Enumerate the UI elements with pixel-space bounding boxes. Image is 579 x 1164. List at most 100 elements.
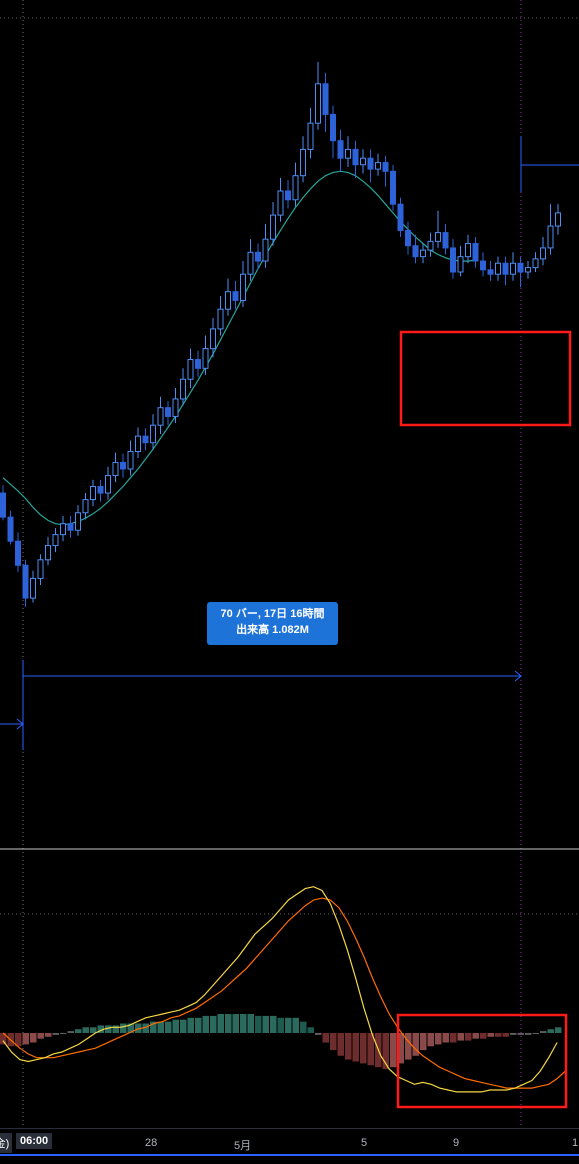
candle-body xyxy=(113,462,118,475)
candle-body xyxy=(128,451,133,469)
candle-body xyxy=(361,158,366,165)
macd-histogram-bar xyxy=(323,1033,330,1043)
macd-histogram-bar xyxy=(533,1033,540,1034)
candle-body xyxy=(91,486,96,499)
candle-body xyxy=(511,263,516,274)
candle-body xyxy=(526,268,531,272)
price-highlight-box[interactable] xyxy=(401,332,570,425)
candle-body xyxy=(76,513,81,531)
candle-body xyxy=(308,123,313,149)
candle-body xyxy=(286,191,291,200)
time-axis-tick: 5 xyxy=(361,1137,367,1149)
candle-body xyxy=(548,226,553,248)
candle-body xyxy=(166,408,171,417)
moving-average-layer xyxy=(3,171,476,525)
macd-line xyxy=(3,887,557,1092)
candle-body xyxy=(473,244,478,262)
candle-body xyxy=(196,360,201,369)
macd-histogram-bar xyxy=(210,1016,217,1033)
candle-body xyxy=(218,309,223,329)
macd-histogram-bar xyxy=(420,1033,427,1050)
candle-body xyxy=(263,239,268,261)
macd-histogram-bar xyxy=(285,1018,292,1033)
candle-body xyxy=(556,213,561,226)
candle-body xyxy=(481,261,486,270)
macd-histogram-bar xyxy=(503,1033,510,1037)
macd-histogram-bar xyxy=(38,1033,45,1039)
macd-histogram-bar xyxy=(353,1033,360,1062)
time-axis-tick: 1 xyxy=(572,1137,578,1149)
macd-histogram-bar xyxy=(270,1016,277,1033)
macd-histogram-bar xyxy=(113,1025,120,1033)
candle-body xyxy=(211,329,216,349)
macd-histogram-bar xyxy=(60,1033,67,1034)
macd-histogram-bar xyxy=(225,1014,232,1033)
macd-histogram-bar xyxy=(173,1020,180,1033)
macd-histogram-bar xyxy=(45,1033,52,1037)
macd-histogram-bar xyxy=(465,1033,472,1041)
macd-histogram-bar xyxy=(255,1016,262,1033)
candle-body xyxy=(466,244,471,257)
macd-histogram-bar xyxy=(30,1033,37,1043)
candle-body xyxy=(316,84,321,123)
macd-histogram-bar xyxy=(495,1033,502,1037)
moving-average-line xyxy=(3,171,476,525)
candle-body xyxy=(278,191,283,215)
macd-histogram-bar xyxy=(443,1033,450,1043)
candle-body xyxy=(158,408,163,426)
candle-body xyxy=(136,436,141,451)
macd-histogram-bar xyxy=(458,1033,465,1041)
candle-body xyxy=(323,84,328,115)
candle-body xyxy=(353,149,358,164)
candle-body xyxy=(241,274,246,300)
candle-body xyxy=(331,114,336,140)
macd-histogram-bar xyxy=(308,1027,315,1033)
macd-histogram-bar xyxy=(315,1033,322,1035)
macd-histogram-bar xyxy=(195,1018,202,1033)
candle-body xyxy=(203,349,208,369)
macd-lines-layer xyxy=(3,887,566,1092)
measure-tool[interactable] xyxy=(0,136,579,750)
macd-histogram-bar xyxy=(68,1031,75,1033)
macd-pane[interactable] xyxy=(0,887,566,1092)
macd-histogram-bar xyxy=(518,1033,525,1035)
macd-histogram-bar xyxy=(233,1014,240,1033)
candle-body xyxy=(436,233,441,242)
candle-body xyxy=(151,425,156,443)
candle-body xyxy=(368,158,373,169)
macd-histogram-bar xyxy=(53,1033,60,1035)
macd-histogram-bar xyxy=(158,1022,165,1033)
time-axis[interactable]: (金) 06:00 28 5月 5 9 1 xyxy=(0,1128,579,1164)
price-pane[interactable] xyxy=(1,62,561,607)
macd-histogram-bar xyxy=(23,1033,30,1044)
macd-histogram-bar xyxy=(555,1027,562,1033)
macd-histogram-bar xyxy=(120,1024,127,1034)
candle-body xyxy=(61,524,66,535)
measure-tooltip: 70 バー, 17日 16時間 出来高 1.082M xyxy=(207,602,338,645)
candle-body xyxy=(256,252,261,261)
candle-body xyxy=(443,233,448,248)
candle-body xyxy=(398,204,403,230)
macd-histogram-bar xyxy=(540,1031,547,1033)
candle-body xyxy=(406,230,411,245)
macd-histogram-bar xyxy=(293,1018,300,1033)
measure-volume: 出来高 1.082M xyxy=(207,622,338,638)
macd-histogram-bar xyxy=(413,1033,420,1056)
macd-histogram-bar xyxy=(165,1022,172,1033)
candle-body xyxy=(1,493,6,517)
macd-histogram-bar xyxy=(548,1029,555,1033)
time-axis-tick: 5月 xyxy=(234,1137,251,1153)
candle-body xyxy=(31,578,36,598)
macd-histogram-bar xyxy=(473,1033,480,1039)
candle-body xyxy=(533,259,538,268)
macd-histogram-bar xyxy=(405,1033,412,1060)
time-axis-scroll-indicator[interactable] xyxy=(0,1154,579,1156)
macd-histogram-bar xyxy=(90,1027,97,1033)
candle-body xyxy=(421,250,426,257)
macd-histogram-layer xyxy=(0,1014,562,1069)
candle-body xyxy=(121,462,126,469)
candle-body xyxy=(503,263,508,274)
candle-body xyxy=(16,541,21,565)
macd-highlight-box[interactable] xyxy=(398,1015,566,1107)
